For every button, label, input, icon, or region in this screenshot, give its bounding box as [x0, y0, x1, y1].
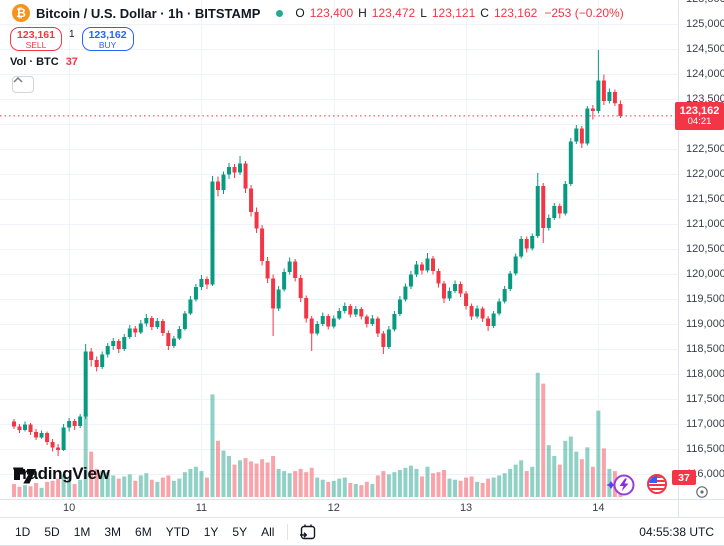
last-price-value: 123,162 [679, 104, 720, 117]
price-tick-label: 120,500 [686, 242, 724, 255]
chart-main-area: ₿ Bitcoin / U.S. Dollar · 1h · BITSTAMP … [0, 0, 724, 499]
price-tick-label: 117,000 [686, 417, 724, 430]
high-label: H [358, 6, 367, 20]
range-6m[interactable]: 6M [130, 522, 157, 542]
bar-countdown: 04:21 [687, 115, 712, 127]
bottom-toolbar: 1D 5D 1M 3M 6M YTD 1Y 5Y All 04:55:38 UT… [0, 517, 724, 546]
axis-corner-separator [678, 500, 679, 518]
legend-collapse-button[interactable] [12, 76, 34, 93]
time-tick-label: 11 [195, 502, 208, 514]
time-scale[interactable]: 10 11 12 13 14 [0, 499, 724, 518]
ohlc-values: O 123,400 H 123,472 L 123,121 C 123,162 −253… [295, 6, 623, 20]
sell-price: 123,161 [17, 28, 55, 41]
tradingview-wordmark: TradingView [13, 464, 110, 483]
scale-settings-button[interactable] [695, 485, 709, 499]
range-1m[interactable]: 1M [69, 522, 96, 542]
chevron-up-icon [13, 77, 23, 83]
grid-lines [0, 0, 678, 499]
chart-plot-area[interactable]: ₿ Bitcoin / U.S. Dollar · 1h · BITSTAMP … [0, 0, 678, 499]
price-tick-label: 123,500 [686, 92, 724, 105]
price-tick-label: 121,000 [686, 217, 724, 230]
buy-label: BUY [98, 40, 117, 50]
price-tick-label: 122,000 [686, 167, 724, 180]
candlestick-chart-canvas[interactable] [0, 0, 678, 499]
price-tick-label: 122,500 [686, 142, 724, 155]
price-tick-label: 121,500 [686, 192, 724, 205]
time-tick-label: 13 [459, 502, 473, 514]
date-range-tabs: 1D 5D 1M 3M 6M YTD 1Y 5Y All [10, 522, 279, 542]
price-tick-label: 125,000 [686, 17, 724, 30]
close-value: 123,162 [493, 6, 538, 20]
circle-dot-icon [696, 486, 708, 498]
go-to-date-button[interactable] [296, 521, 319, 543]
candlestick-series [12, 50, 623, 456]
price-tick-label: 116,500 [686, 442, 724, 455]
price-tick-label: 117,500 [686, 392, 724, 405]
range-ytd[interactable]: YTD [161, 522, 195, 542]
change-value: −253 (−0.20%) [544, 6, 624, 20]
price-tick-label: 119,500 [686, 292, 724, 305]
timezone-clock[interactable]: 04:55:38 UTC [639, 524, 714, 539]
volume-legend[interactable]: Vol · BTC 37 [10, 56, 78, 68]
range-1y[interactable]: 1Y [199, 522, 224, 542]
time-tick-label: 12 [327, 502, 340, 514]
tradingview-mark-icon [14, 469, 36, 484]
range-5d[interactable]: 5D [39, 522, 64, 542]
last-price-label[interactable]: 123,162 04:21 [675, 101, 724, 130]
bitcoin-logo-icon: ₿ [12, 4, 30, 22]
volume-value: 37 [65, 56, 78, 68]
toolbar-divider [287, 523, 289, 540]
sell-label: SELL [25, 40, 47, 50]
volume-label: Vol · BTC [10, 56, 59, 68]
symbol-legend: ₿ Bitcoin / U.S. Dollar · 1h · BITSTAMP … [12, 4, 624, 22]
time-tick-label: 10 [63, 502, 76, 514]
low-value: 123,121 [431, 6, 476, 20]
price-tick-label: 125,500 [686, 0, 724, 5]
low-label: L [420, 6, 427, 20]
calendar-icon [300, 524, 316, 539]
price-tick-label: 119,000 [686, 317, 724, 330]
flag-canton [649, 476, 657, 483]
high-value: 123,472 [371, 6, 416, 20]
tradingview-logo[interactable]: TradingView [13, 464, 110, 484]
buy-price: 123,162 [88, 28, 127, 41]
open-value: 123,400 [309, 6, 354, 20]
range-all[interactable]: All [256, 522, 279, 542]
close-label: C [480, 6, 489, 20]
open-label: O [295, 6, 305, 20]
spread-value: 1 [69, 29, 75, 40]
price-tick-label: 124,000 [686, 67, 724, 80]
range-5y[interactable]: 5Y [227, 522, 252, 542]
price-tick-label: 118,000 [686, 367, 724, 380]
market-open-dot-icon [276, 9, 284, 17]
lightning-icon [606, 474, 635, 496]
boost-button[interactable] [604, 473, 638, 497]
sell-button[interactable]: 123,161 SELL [10, 27, 62, 51]
range-3m[interactable]: 3M [99, 522, 126, 542]
trade-buttons: 123,161 SELL 1 123,162 BUY [10, 27, 134, 51]
range-1d[interactable]: 1D [10, 522, 35, 542]
volume-axis-badge: 37 [672, 470, 696, 485]
symbol-title[interactable]: Bitcoin / U.S. Dollar · 1h · BITSTAMP [36, 5, 261, 21]
price-tick-label: 118,500 [686, 342, 724, 355]
price-tick-label: 120,000 [686, 267, 724, 280]
volume-series [12, 372, 623, 497]
buy-button[interactable]: 123,162 BUY [81, 27, 134, 51]
time-tick-label: 14 [592, 502, 605, 514]
us-flag-icon[interactable] [647, 474, 667, 494]
price-tick-label: 124,500 [686, 42, 724, 55]
price-scale[interactable]: 116,000 116,500 117,000 117,500 118,000 118,5… [678, 0, 724, 499]
